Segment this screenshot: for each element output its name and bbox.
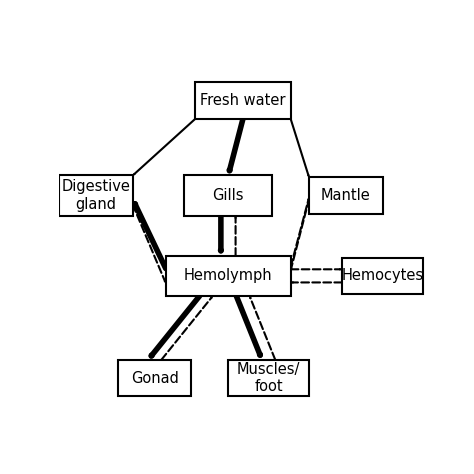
FancyArrowPatch shape	[229, 119, 243, 171]
Text: Gills: Gills	[212, 188, 244, 203]
Text: Gonad: Gonad	[131, 371, 179, 385]
FancyArrowPatch shape	[220, 216, 221, 251]
FancyBboxPatch shape	[59, 175, 133, 216]
FancyArrowPatch shape	[133, 205, 165, 282]
Text: Fresh water: Fresh water	[200, 93, 286, 108]
FancyArrowPatch shape	[237, 296, 260, 355]
FancyArrowPatch shape	[250, 298, 275, 360]
FancyArrowPatch shape	[291, 119, 309, 175]
FancyBboxPatch shape	[309, 177, 383, 214]
FancyBboxPatch shape	[228, 360, 309, 396]
FancyBboxPatch shape	[118, 360, 191, 396]
Text: Hemolymph: Hemolymph	[184, 268, 273, 283]
FancyBboxPatch shape	[184, 175, 272, 216]
FancyArrowPatch shape	[291, 199, 309, 267]
FancyBboxPatch shape	[166, 256, 291, 296]
FancyArrowPatch shape	[135, 204, 166, 269]
FancyArrowPatch shape	[291, 199, 309, 269]
Text: Muscles/
foot: Muscles/ foot	[237, 362, 301, 394]
Text: Mantle: Mantle	[321, 188, 371, 203]
FancyBboxPatch shape	[195, 82, 291, 119]
FancyArrowPatch shape	[161, 297, 211, 360]
FancyArrowPatch shape	[134, 119, 195, 174]
Text: Digestive
gland: Digestive gland	[62, 179, 130, 212]
FancyBboxPatch shape	[342, 258, 423, 294]
Text: Hemocytes: Hemocytes	[341, 268, 424, 283]
FancyArrowPatch shape	[151, 296, 200, 356]
